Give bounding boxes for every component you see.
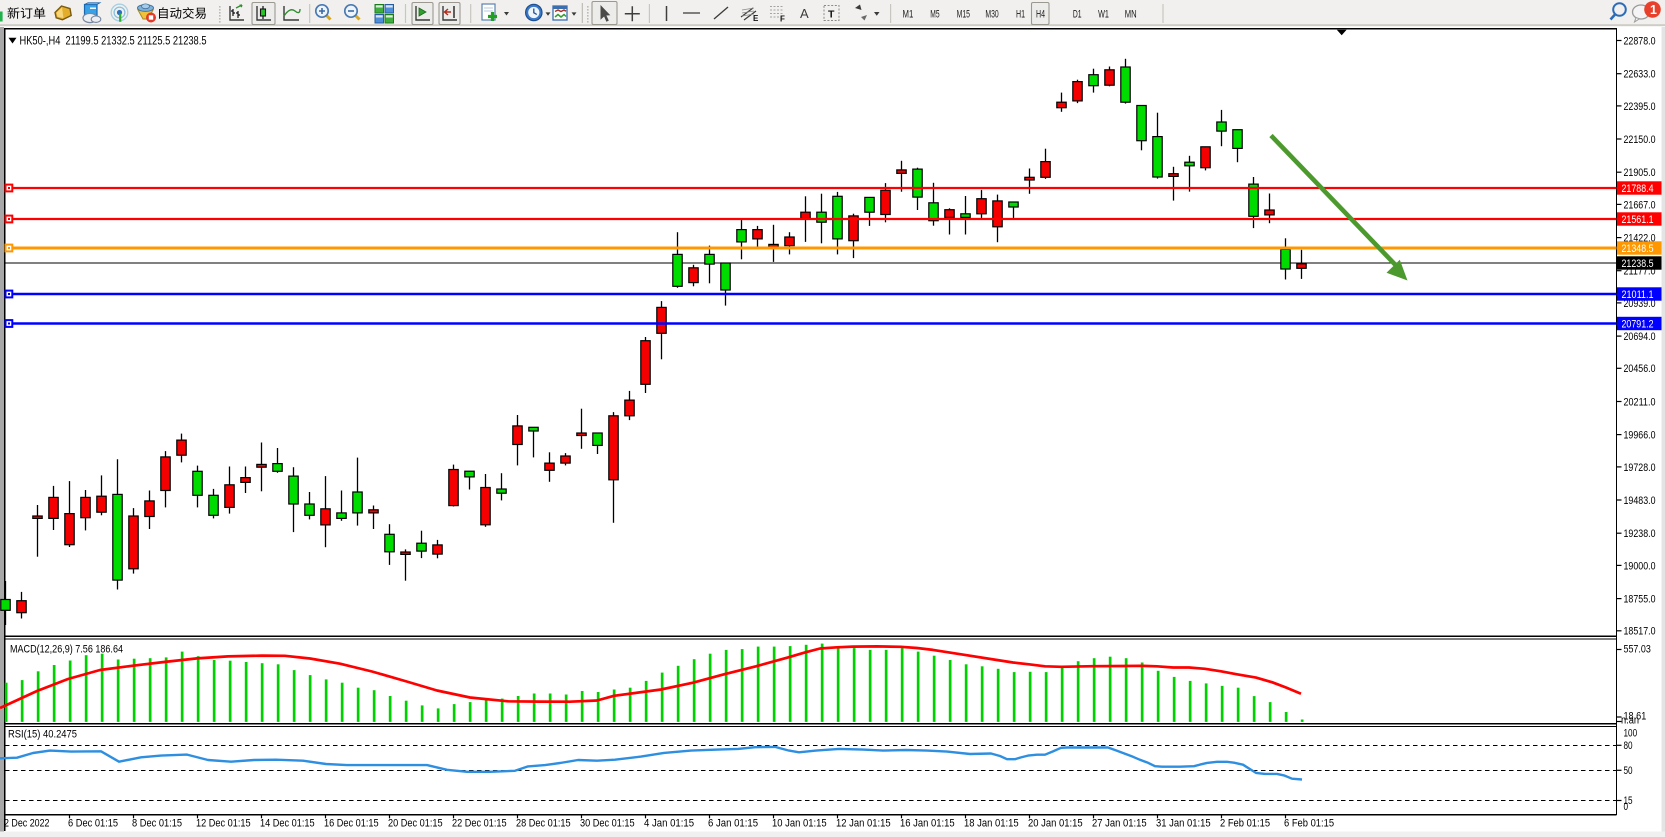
svg-text:RSI(15) 40.2475: RSI(15) 40.2475 bbox=[8, 729, 77, 741]
svg-text:D1: D1 bbox=[1073, 9, 1082, 21]
svg-text:21561.1: 21561.1 bbox=[1622, 214, 1654, 226]
svg-text:31 Jan 01:15: 31 Jan 01:15 bbox=[1156, 818, 1211, 830]
svg-text:16 Dec 01:15: 16 Dec 01:15 bbox=[324, 818, 379, 830]
svg-text:2 Feb 01:15: 2 Feb 01:15 bbox=[1220, 818, 1270, 830]
svg-text:80: 80 bbox=[1624, 740, 1633, 752]
svg-text:10 Jan 01:15: 10 Jan 01:15 bbox=[772, 818, 827, 830]
svg-text:12 Jan 01:15: 12 Jan 01:15 bbox=[836, 818, 891, 830]
svg-text:22150.0: 22150.0 bbox=[1624, 134, 1656, 146]
svg-text:M5: M5 bbox=[930, 9, 939, 21]
svg-text:20791.2: 20791.2 bbox=[1622, 318, 1654, 330]
svg-text:557.03: 557.03 bbox=[1624, 643, 1651, 655]
svg-text:20939.0: 20939.0 bbox=[1624, 298, 1656, 310]
svg-text:16 Jan 01:15: 16 Jan 01:15 bbox=[900, 818, 955, 830]
svg-text:M15: M15 bbox=[957, 9, 970, 21]
svg-text:T: T bbox=[828, 9, 835, 21]
svg-text:21238.5: 21238.5 bbox=[1622, 258, 1654, 270]
svg-text:19238.0: 19238.0 bbox=[1624, 528, 1656, 540]
svg-text:M1: M1 bbox=[903, 9, 914, 21]
svg-text:20456.0: 20456.0 bbox=[1624, 363, 1656, 375]
svg-text:22395.0: 22395.0 bbox=[1624, 101, 1656, 113]
svg-text:21011.1: 21011.1 bbox=[1622, 289, 1654, 301]
svg-text:8 Dec 01:15: 8 Dec 01:15 bbox=[132, 818, 182, 830]
svg-text:E: E bbox=[753, 14, 759, 23]
svg-text:100: 100 bbox=[1624, 728, 1638, 740]
svg-text:18.61: 18.61 bbox=[1624, 711, 1647, 723]
svg-text:19483.0: 19483.0 bbox=[1624, 495, 1656, 507]
svg-text:6 Dec 01:15: 6 Dec 01:15 bbox=[68, 818, 118, 830]
svg-text:M30: M30 bbox=[985, 9, 998, 21]
svg-text:50: 50 bbox=[1624, 765, 1633, 777]
svg-text:19000.0: 19000.0 bbox=[1624, 560, 1656, 572]
svg-text:HK50-,H4 21199.5 21332.5 2112: HK50-,H4 21199.5 21332.5 21125.5 21238.5 bbox=[20, 34, 207, 48]
svg-text:21667.0: 21667.0 bbox=[1624, 199, 1656, 211]
svg-text:自动交易: 自动交易 bbox=[157, 6, 207, 21]
svg-text:MN: MN bbox=[1125, 9, 1137, 21]
svg-text:n.an: n.an bbox=[1621, 715, 1639, 727]
svg-text:新订单: 新订单 bbox=[7, 6, 46, 21]
svg-text:21788.4: 21788.4 bbox=[1622, 183, 1654, 195]
svg-text:H1: H1 bbox=[1016, 9, 1025, 21]
svg-text:0: 0 bbox=[1624, 801, 1629, 813]
svg-text:2 Dec 2022: 2 Dec 2022 bbox=[4, 818, 50, 830]
svg-text:18755.0: 18755.0 bbox=[1624, 594, 1656, 606]
svg-text:19728.0: 19728.0 bbox=[1624, 462, 1656, 474]
svg-text:21348.5: 21348.5 bbox=[1622, 243, 1654, 255]
svg-text:6 Feb 01:15: 6 Feb 01:15 bbox=[1284, 818, 1334, 830]
svg-text:12 Dec 01:15: 12 Dec 01:15 bbox=[196, 818, 251, 830]
svg-text:27 Jan 01:15: 27 Jan 01:15 bbox=[1092, 818, 1147, 830]
svg-text:H4: H4 bbox=[1036, 9, 1045, 21]
svg-text:15: 15 bbox=[1624, 795, 1633, 807]
svg-text:W1: W1 bbox=[1098, 9, 1109, 21]
svg-text:F: F bbox=[780, 15, 785, 24]
svg-text:20 Dec 01:15: 20 Dec 01:15 bbox=[388, 818, 443, 830]
svg-text:28 Dec 01:15: 28 Dec 01:15 bbox=[516, 818, 571, 830]
svg-text:14 Dec 01:15: 14 Dec 01:15 bbox=[260, 818, 315, 830]
svg-text:18 Jan 01:15: 18 Jan 01:15 bbox=[964, 818, 1019, 830]
svg-text:20211.0: 20211.0 bbox=[1624, 396, 1656, 408]
svg-text:22633.0: 22633.0 bbox=[1624, 69, 1656, 81]
svg-text:4 Jan 01:15: 4 Jan 01:15 bbox=[644, 818, 694, 830]
svg-text:A: A bbox=[800, 6, 809, 21]
svg-text:19966.0: 19966.0 bbox=[1624, 430, 1656, 442]
svg-text:18517.0: 18517.0 bbox=[1624, 626, 1656, 638]
svg-text:20694.0: 20694.0 bbox=[1624, 331, 1656, 343]
svg-text:20 Jan 01:15: 20 Jan 01:15 bbox=[1028, 818, 1083, 830]
svg-text:6 Jan 01:15: 6 Jan 01:15 bbox=[708, 818, 758, 830]
svg-text:22 Dec 01:15: 22 Dec 01:15 bbox=[452, 818, 507, 830]
svg-text:22878.0: 22878.0 bbox=[1624, 35, 1656, 47]
svg-text:30 Dec 01:15: 30 Dec 01:15 bbox=[580, 818, 635, 830]
svg-text:MACD(12,26,9) 7.56 186.64: MACD(12,26,9) 7.56 186.64 bbox=[10, 644, 123, 656]
svg-text:21905.0: 21905.0 bbox=[1624, 167, 1656, 179]
svg-text:1: 1 bbox=[1650, 3, 1657, 17]
